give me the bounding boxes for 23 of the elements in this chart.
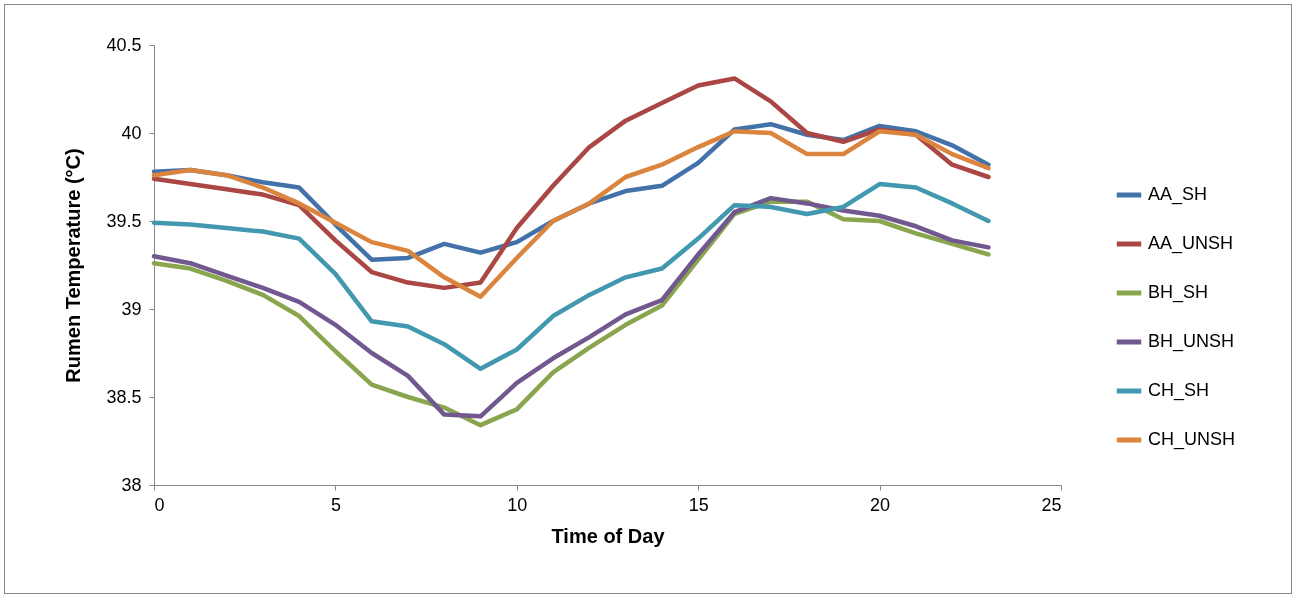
legend-label: CH_UNSH	[1148, 429, 1236, 450]
x-axis-title: Time of Day	[551, 524, 666, 547]
y-tick-label: 40	[121, 122, 142, 143]
x-tick-label: 0	[154, 494, 165, 515]
y-tick-label: 39.5	[106, 210, 142, 231]
x-tick-label: 20	[870, 494, 891, 515]
legend-label: BH_SH	[1148, 282, 1209, 303]
x-tick-label: 15	[688, 494, 709, 515]
y-axis-title: Rumen Temperature (°C)	[62, 148, 85, 383]
line-series	[151, 128, 991, 299]
legend-label: AA_UNSH	[1148, 233, 1234, 254]
legend-label: BH_UNSH	[1148, 331, 1235, 352]
y-tick-label: 38.5	[106, 386, 142, 407]
line-series	[151, 76, 991, 291]
legend-label: AA_SH	[1148, 184, 1208, 205]
x-tick-label: 10	[507, 494, 528, 515]
line-series	[151, 181, 991, 372]
y-tick-label: 40.5	[106, 34, 142, 55]
legend-label: CH_SH	[1148, 380, 1210, 401]
x-tick-label: 25	[1041, 494, 1062, 515]
x-tick-label: 5	[330, 494, 341, 515]
y-tick-label: 38	[121, 474, 142, 495]
y-tick-label: 39	[121, 298, 142, 319]
